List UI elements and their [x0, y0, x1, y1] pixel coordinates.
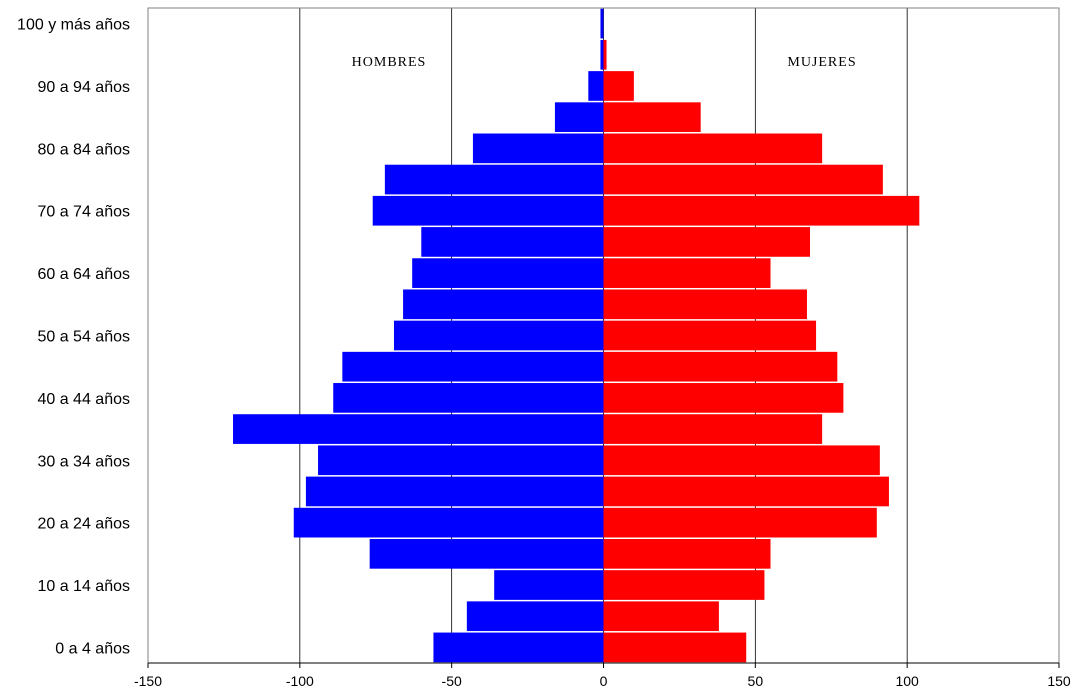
y-tick-label: 50 a 54 años	[37, 329, 130, 346]
bar-series1-8	[603, 383, 844, 413]
bar-series1-18	[603, 71, 634, 101]
bar-series1-3	[603, 538, 771, 569]
bar-series0-15	[384, 164, 604, 195]
y-tick-label: 20 a 24 años	[37, 516, 130, 533]
x-tick-label: -50	[442, 673, 462, 689]
annotation-hombres: HOMBRES	[352, 55, 427, 70]
bar-series0-8	[333, 383, 604, 413]
bar-series0-12	[412, 258, 604, 288]
bar-series0-1	[466, 601, 604, 632]
labels-layer: -150 -100 -50 0 50 100 150 0 a 4 años 10 a 14 añ…	[17, 17, 1071, 689]
bar-series1-13	[603, 227, 810, 257]
y-tick-label: 40 a 44 años	[37, 391, 130, 408]
bars-layer	[233, 8, 920, 663]
x-tick-label: 0	[600, 673, 608, 689]
bar-series0-5	[305, 476, 604, 507]
bar-series1-19	[603, 39, 607, 70]
bar-series0-2	[494, 570, 604, 600]
bar-series0-7	[233, 414, 604, 444]
bar-series1-4	[603, 507, 877, 538]
bar-series1-11	[603, 289, 807, 320]
bar-series0-4	[293, 507, 604, 538]
y-tick-label: 60 a 64 años	[37, 266, 130, 283]
bar-series0-3	[369, 538, 604, 569]
bar-series0-16	[472, 133, 604, 164]
bar-series1-12	[603, 258, 771, 288]
bar-series1-6	[603, 445, 880, 476]
x-tick-label: 100	[895, 673, 919, 689]
x-tick-label: -100	[286, 673, 314, 689]
bar-series1-16	[603, 133, 823, 164]
bar-series0-13	[421, 227, 604, 257]
y-tick-label: 10 a 14 años	[37, 578, 130, 595]
bar-series0-18	[588, 71, 604, 101]
bar-series0-6	[318, 445, 604, 476]
bar-series1-17	[603, 102, 701, 133]
y-tick-label: 80 a 84 años	[37, 141, 130, 158]
axis-layer	[147, 7, 1060, 668]
bar-series0-9	[342, 351, 604, 382]
y-tick-label: 0 a 4 años	[55, 640, 130, 657]
bar-series0-17	[554, 102, 604, 133]
bar-series1-2	[603, 570, 765, 600]
bar-series1-15	[603, 164, 883, 195]
x-tick-label: -150	[134, 673, 162, 689]
bar-series0-20	[600, 8, 604, 39]
bar-series0-19	[600, 39, 604, 70]
bar-series1-10	[603, 320, 817, 351]
x-tick-label: 50	[748, 673, 764, 689]
bar-series1-1	[603, 601, 719, 632]
bar-series1-9	[603, 351, 838, 382]
annotation-mujeres: MUJERES	[787, 55, 856, 70]
y-tick-label: 100 y más años	[17, 17, 130, 34]
bar-series1-5	[603, 476, 889, 507]
y-tick-label: 30 a 34 años	[37, 453, 130, 470]
x-tick-label: 150	[1047, 673, 1071, 689]
bar-series0-11	[403, 289, 604, 320]
bar-series1-0	[603, 632, 747, 663]
bar-series1-14	[603, 195, 920, 226]
bar-series0-14	[372, 195, 604, 226]
bar-series0-10	[393, 320, 604, 351]
y-tick-label: 90 a 94 años	[37, 79, 130, 96]
bar-series0-0	[433, 632, 604, 663]
y-tick-label: 70 a 74 años	[37, 204, 130, 221]
bar-series1-7	[603, 414, 823, 444]
